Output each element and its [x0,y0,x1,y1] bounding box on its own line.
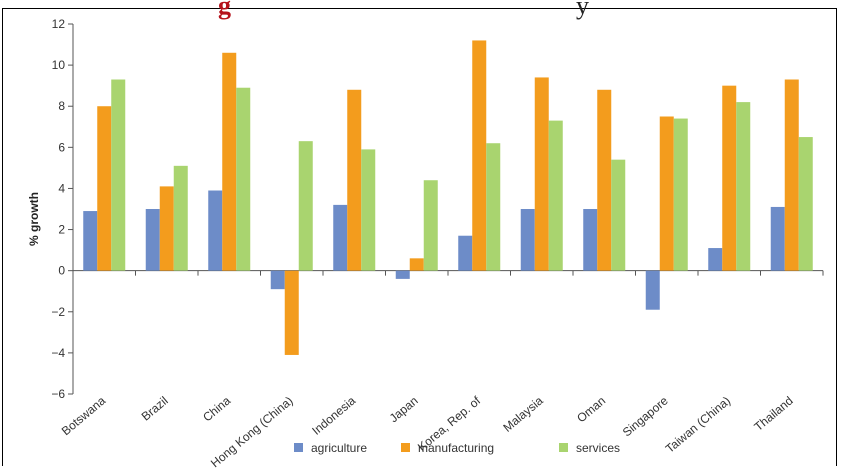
bar-services-brazil [173,165,188,271]
bar-agriculture-thailand [770,206,785,271]
legend-label-manufacturing: manufacturing [418,441,494,455]
category-label: Malaysia [500,393,546,434]
bar-manufacturing-botswana [97,106,112,271]
bar-services-indonesia [361,149,376,271]
bar-manufacturing-korea-rep-of [472,40,487,271]
y-tick-label: 0 [58,264,65,278]
category-label: Thailand [751,394,795,434]
bar-agriculture-botswana [83,211,98,271]
bar-services-singapore [673,118,688,271]
bar-agriculture-singapore [645,270,660,310]
bar-agriculture-japan [395,270,410,279]
y-tick-label: −4 [51,346,65,360]
category-label: Indonesia [309,393,358,437]
category-label: Botswana [59,393,109,438]
y-axis-label: % growth [27,192,41,246]
bar-agriculture-oman [583,209,598,271]
category-label: Japan [387,394,421,426]
y-tick-label: 8 [58,99,65,113]
bar-services-thailand [798,137,813,271]
x-ticks [72,270,824,276]
y-ticks: −6 −4 −2 0 2 4 6 8 10 12 [51,17,73,401]
y-tick-label: 12 [52,17,66,31]
y-tick-label: −2 [51,305,65,319]
bar-manufacturing-brazil [159,186,174,271]
y-tick-label: 4 [58,181,65,195]
bar-manufacturing-japan [409,258,424,271]
bar-manufacturing-malaysia [534,77,549,271]
bar-services-malaysia [548,120,563,271]
bar-services-japan [423,180,438,271]
bar-agriculture-korea-rep-of [458,235,473,271]
legend-label-services: services [576,441,620,455]
bar-agriculture-brazil [145,209,160,271]
bar-services-botswana [111,79,126,271]
bar-manufacturing-oman [597,89,612,271]
bar-agriculture-taiwan-china- [708,248,723,271]
bar-agriculture-malaysia [520,209,535,271]
bar-agriculture-indonesia [333,204,348,271]
y-tick-label: 2 [58,223,65,237]
category-label: Brazil [139,394,171,424]
bar-services-hong-kong-china- [298,141,313,271]
title-fragment-red: g [218,0,231,20]
legend-swatch-services [559,443,568,452]
bar-services-korea-rep-of [486,143,501,271]
category-label: Taiwan (China) [663,394,733,456]
bar-agriculture-china [208,190,223,271]
y-tick-label: 6 [58,140,65,154]
legend: agriculture manufacturing services [294,441,620,455]
bar-agriculture-hong-kong-china- [270,270,285,290]
y-tick-label: −6 [51,387,65,401]
bar-services-taiwan-china- [736,102,751,271]
bar-manufacturing-china [222,52,237,271]
legend-swatch-manufacturing [401,443,410,452]
bar-manufacturing-taiwan-china- [722,85,737,271]
bar-manufacturing-singapore [659,116,674,271]
category-label: Oman [574,394,608,426]
bar-manufacturing-hong-kong-china- [284,270,299,355]
y-tick-label: 10 [52,58,66,72]
bar-manufacturing-thailand [784,79,799,271]
category-label: Singapore [620,393,671,439]
legend-swatch-agriculture [294,443,303,452]
category-label: China [200,393,233,424]
legend-label-agriculture: agriculture [311,441,367,455]
bar-services-china [236,87,251,271]
bars [83,40,813,355]
title-fragment-dark: y [576,0,589,20]
bar-manufacturing-indonesia [347,89,362,271]
bar-services-oman [611,159,626,271]
